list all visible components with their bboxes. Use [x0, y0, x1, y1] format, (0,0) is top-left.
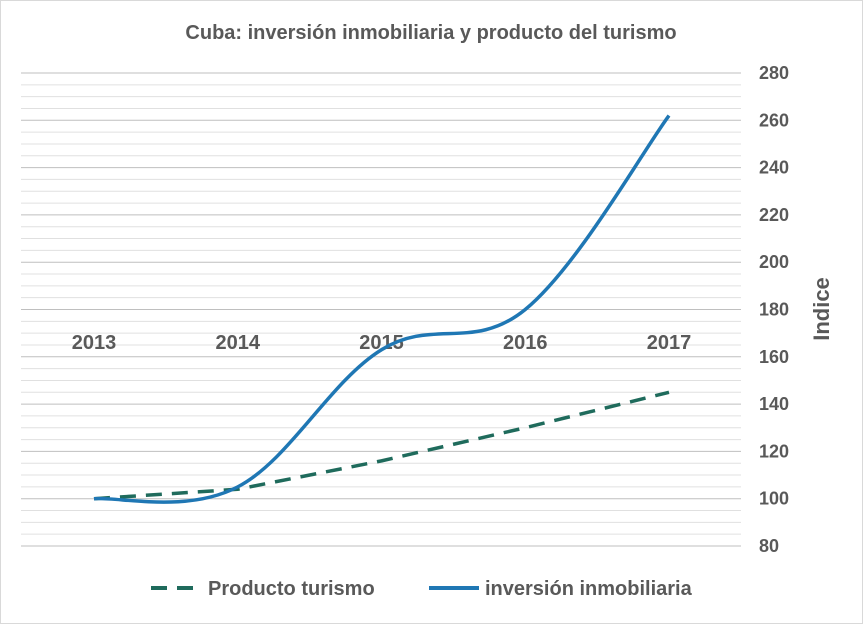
series-line-inversion-inmobiliaria — [93, 114, 671, 504]
x-category-label: 2017 — [647, 332, 692, 354]
x-category-label: 2016 — [503, 332, 548, 354]
y-tick-label: 120 — [759, 441, 789, 461]
y-tick-label: 140 — [759, 394, 789, 414]
series-lines — [93, 114, 671, 504]
y-tick-label: 220 — [759, 205, 789, 225]
gridlines — [21, 72, 741, 547]
legend-label: inversión inmobiliaria — [485, 578, 693, 600]
series-line-producto-turismo — [93, 390, 670, 501]
y-tick-label: 100 — [759, 489, 789, 509]
y-tick-label: 160 — [759, 347, 789, 367]
y-tick-label: 280 — [759, 63, 789, 83]
legend-label: Producto turismo — [208, 578, 375, 600]
chart-title: Cuba: inversión inmobiliaria y producto … — [185, 22, 676, 44]
y-axis-ticks: 80 100 120 140 160 180 200 220 240 260 280 — [759, 63, 789, 556]
y-tick-label: 180 — [759, 300, 789, 320]
legend: Producto turismo inversión inmobiliaria — [151, 578, 693, 600]
y-tick-label: 260 — [759, 110, 789, 130]
y-tick-label: 200 — [759, 252, 789, 272]
y-axis-label: Indice — [809, 277, 834, 341]
x-axis-categories: 2013 2014 2015 2016 2017 — [72, 332, 692, 354]
y-tick-label: 240 — [759, 158, 789, 178]
x-category-label: 2014 — [216, 332, 261, 354]
x-category-label: 2013 — [72, 332, 117, 354]
x-category-label: 2015 — [359, 332, 404, 354]
y-tick-label: 80 — [759, 536, 779, 556]
